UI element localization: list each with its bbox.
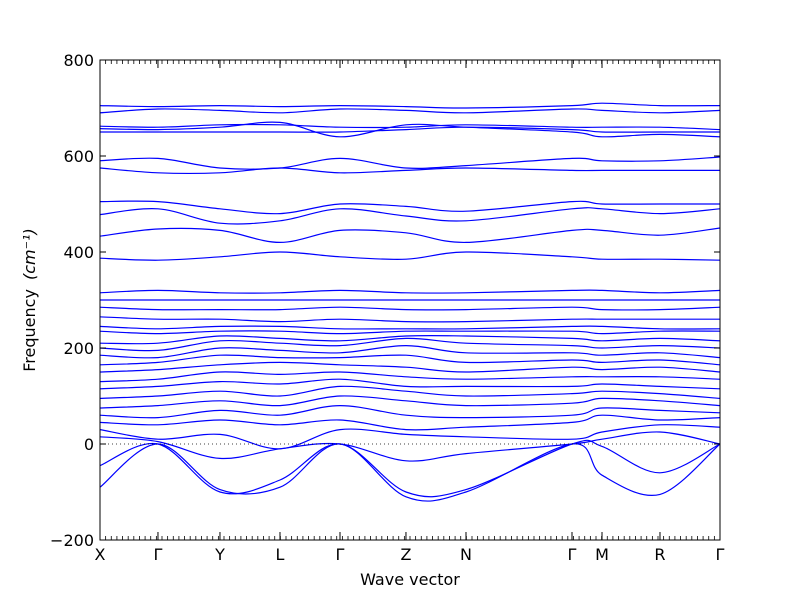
band-line-5 — [99, 414, 721, 431]
band-line-24 — [99, 207, 721, 225]
band-line-11 — [99, 361, 721, 373]
y-tick-label: 600 — [63, 147, 94, 166]
y-axis-title: Frequency (cm⁻¹) — [20, 228, 39, 371]
band-line-2 — [99, 439, 721, 498]
y-axis-title-text: Frequency — [20, 289, 39, 372]
band-line-30 — [99, 123, 721, 131]
band-line-29 — [99, 121, 721, 138]
x-tick-label: R — [654, 545, 665, 564]
x-tick-label: Z — [400, 545, 411, 564]
band-line-4 — [99, 424, 721, 450]
band-line-1 — [99, 443, 721, 502]
x-tick-label: Γ — [716, 545, 725, 564]
x-tick-label: Γ — [568, 545, 577, 564]
band-line-22 — [99, 251, 721, 261]
band-line-7 — [99, 395, 721, 409]
x-tick-label: N — [460, 545, 472, 564]
band-line-32 — [99, 102, 721, 109]
band-line-17 — [99, 325, 721, 330]
x-axis-title: Wave vector — [360, 570, 460, 589]
x-tick-label: X — [95, 545, 106, 564]
band-line-10 — [99, 371, 721, 383]
x-tick-label: Γ — [336, 545, 345, 564]
y-tick-label: 200 — [63, 339, 94, 358]
band-line-13 — [99, 344, 721, 359]
band-line-16 — [99, 330, 721, 335]
band-line-14 — [99, 337, 721, 352]
plot-frame — [99, 59, 721, 541]
x-tick-label: Y — [214, 545, 225, 564]
band-line-15 — [99, 334, 721, 345]
x-tick-label: L — [276, 545, 285, 564]
y-tick-label: 0 — [84, 435, 94, 454]
x-tick-label: Γ — [154, 545, 163, 564]
band-line-18 — [99, 316, 720, 323]
y-tick-label: 800 — [63, 51, 94, 70]
band-line-21 — [99, 289, 721, 294]
band-line-27 — [99, 156, 721, 170]
band-line-3 — [99, 431, 721, 462]
band-line-26 — [99, 167, 720, 174]
band-line-25 — [99, 200, 720, 215]
y-tick-label: −200 — [50, 531, 94, 550]
y-tick-label: 400 — [63, 243, 94, 262]
band-lines — [99, 102, 721, 502]
y-axis-title-unit: (cm⁻¹) — [20, 228, 39, 280]
band-line-12 — [99, 354, 721, 366]
band-line-9 — [99, 378, 721, 390]
band-line-8 — [99, 385, 721, 399]
band-line-6 — [99, 404, 721, 419]
band-line-23 — [99, 227, 721, 244]
band-line-31 — [99, 108, 721, 114]
band-line-28 — [100, 126, 720, 133]
band-line-19 — [99, 306, 721, 311]
x-tick-label: M — [595, 545, 609, 564]
